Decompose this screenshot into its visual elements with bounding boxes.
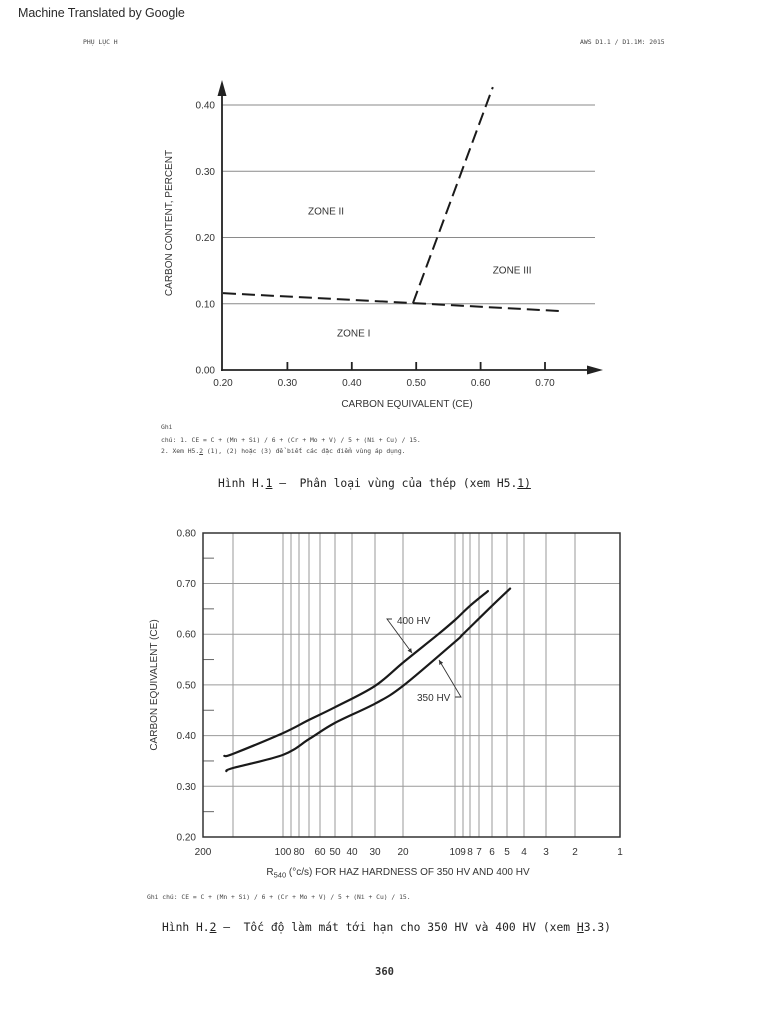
- chart2-gridlines: [203, 533, 620, 837]
- xlabel-symbol: R: [266, 867, 273, 878]
- zone-classification-chart: 0.20 0.30 0.40 0.50 0.60 0.70 0.00 0.10 0.20 0.30…: [164, 80, 603, 411]
- chart1-gridlines: [222, 104, 595, 305]
- x-tick-label: 0.40: [342, 378, 362, 389]
- x-tick-label: 9: [460, 847, 466, 858]
- leader-arrow-icon: [438, 659, 462, 698]
- caption-text: – Tốc độ làm mát tới hạn cho 350 HV và 4…: [216, 921, 577, 934]
- x-tick-label: 20: [397, 847, 409, 858]
- y-tick-label: 0.40: [196, 101, 216, 112]
- x-tick-label: 30: [369, 847, 381, 858]
- note2-text-rest: (1), (2) hoặc (3) để biết các đặc điểm v…: [203, 448, 406, 455]
- annotation-350hv: 350 HV: [417, 659, 462, 704]
- chart1-axes: [217, 80, 603, 375]
- x-tick-label: 0.30: [278, 378, 298, 389]
- chart2-labels: 200 100 80 60 50 40 30 20 10 9 8 7 6 5 4 3 2 1 0.20 0.30 0.4…: [149, 528, 623, 858]
- caption-section-ref: 1): [517, 477, 531, 490]
- y-axis-label: CARBON EQUIVALENT (CE): [149, 619, 160, 750]
- note2-text: 2. Xem H5.: [161, 448, 200, 455]
- x-tick-label: 3: [543, 847, 549, 858]
- chart1-labels: 0.20 0.30 0.40 0.50 0.60 0.70 0.00 0.10 0.20 0.30…: [164, 101, 555, 411]
- label-400hv: 400 HV: [397, 616, 431, 627]
- caption-figure-number: 2: [209, 921, 217, 934]
- x-tick-label: 0.50: [406, 378, 426, 389]
- x-tick-label: 40: [346, 847, 358, 858]
- xlabel-subscript: 540: [274, 871, 287, 880]
- zone-boundary-line: [222, 292, 414, 305]
- x-tick-label: 2: [572, 847, 578, 858]
- y-tick-label: 0.20: [196, 233, 216, 244]
- machine-translation-banner: Machine Translated by Google: [18, 6, 185, 20]
- caption-figure-number: 1: [265, 477, 273, 490]
- zone-label: ZONE III: [493, 265, 532, 276]
- y-tick-label: 0.80: [177, 528, 197, 539]
- figure2-note: Ghi chú: CE = C + (Mn + Si) / 6 + (Cr + …: [147, 894, 411, 901]
- chart2-x-axis-label: R540 (°c/s) FOR HAZ HARDNESS OF 350 HV A…: [266, 867, 530, 880]
- figure1-note-1: chú: 1. CE = C + (Mn + Si) / 6 + (Cr + M…: [161, 437, 421, 444]
- caption-text: 3.3): [583, 921, 611, 934]
- x-tick-label: 7: [476, 847, 482, 858]
- figure2-caption: Hình H.2 – Tốc độ làm mát tới hạn cho 35…: [162, 921, 611, 934]
- plot-frame: [202, 532, 621, 838]
- x-tick-label: 0.70: [535, 378, 555, 389]
- standard-header: AWS D1.1 / D1.1M: 2015: [580, 38, 665, 46]
- cooling-rate-chart: 200 100 80 60 50 40 30 20 10 9 8 7 6 5 4 3 2 1 0.20 0.30 0.4…: [149, 528, 623, 880]
- appendix-header: PHỤ LỤC H: [83, 38, 118, 46]
- y-tick-label: 0.60: [177, 630, 197, 641]
- chart1-boundary-lines: [222, 86, 560, 313]
- zone-label: ZONE II: [308, 207, 344, 218]
- caption-text: Hình H.: [162, 921, 210, 934]
- note2-ref: 2: [199, 448, 204, 455]
- y-axis-label: CARBON CONTENT, PERCENT: [164, 150, 175, 296]
- x-axis-arrow-icon: [587, 365, 603, 375]
- x-tick-label: 10: [449, 847, 461, 858]
- annotation-400hv: 400 HV: [386, 616, 431, 654]
- x-tick-label: 60: [314, 847, 326, 858]
- curve-350hv: [225, 587, 512, 773]
- x-tick-label: 100: [275, 847, 292, 858]
- curve-400hv: [223, 590, 489, 758]
- caption-text: – Phân loại vùng của thép (xem H5.: [272, 477, 518, 490]
- zone-boundary-line: [412, 302, 560, 313]
- label-350hv: 350 HV: [417, 693, 451, 704]
- y-axis-arrow-icon: [217, 80, 227, 96]
- page-number: 360: [375, 966, 394, 978]
- x-tick-label: 5: [504, 847, 510, 858]
- x-tick-label: 0.60: [471, 378, 491, 389]
- caption-section-ref: H: [576, 921, 584, 934]
- figure1-caption: Hình H.1 – Phân loại vùng của thép (xem …: [218, 477, 531, 490]
- x-axis-label: CARBON EQUIVALENT (CE): [341, 399, 472, 410]
- leader-arrow-icon: [386, 618, 413, 654]
- x-tick-label: 80: [293, 847, 305, 858]
- y-tick-label: 0.70: [177, 579, 197, 590]
- x-tick-label: 0.20: [213, 378, 233, 389]
- figure1-note-2: 2. Xem H5.2 (1), (2) hoặc (3) để biết cá…: [161, 448, 405, 456]
- chart2-frame: [202, 532, 621, 838]
- y-tick-label: 0.30: [196, 167, 216, 178]
- x-tick-label: 200: [195, 847, 212, 858]
- y-tick-label: 0.50: [177, 680, 197, 691]
- x-tick-label: 4: [521, 847, 527, 858]
- x-tick-label: 8: [467, 847, 473, 858]
- xlabel-text: (°c/s) FOR HAZ HARDNESS OF 350 HV AND 40…: [286, 867, 530, 878]
- y-tick-label: 0.20: [177, 833, 197, 844]
- zone-boundary-line: [412, 86, 494, 304]
- x-tick-label: 6: [489, 847, 495, 858]
- y-tick-label: 0.40: [177, 731, 197, 742]
- caption-text: Hình H.: [218, 477, 266, 490]
- chart2-curves: [223, 587, 512, 773]
- y-tick-label: 0.10: [196, 299, 216, 310]
- y-tick-label: 0.30: [177, 782, 197, 793]
- x-tick-label: 1: [617, 847, 623, 858]
- figure1-note-label: Ghi: [161, 424, 173, 431]
- zone-label: ZONE I: [337, 328, 370, 339]
- x-tick-label: 50: [329, 847, 341, 858]
- y-tick-label: 0.00: [196, 366, 216, 377]
